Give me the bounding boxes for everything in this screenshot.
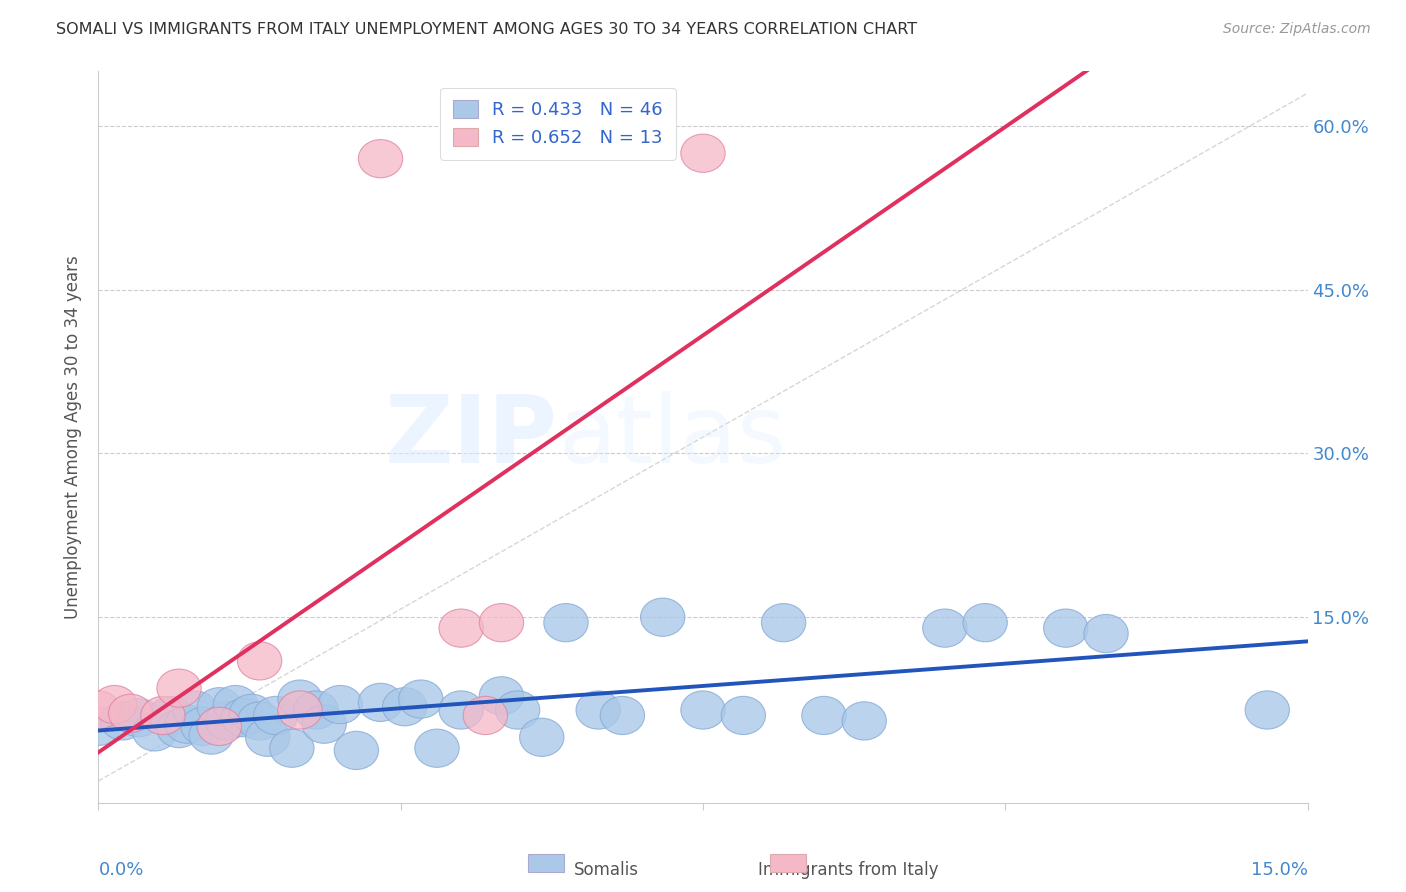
Text: SOMALI VS IMMIGRANTS FROM ITALY UNEMPLOYMENT AMONG AGES 30 TO 34 YEARS CORRELATI: SOMALI VS IMMIGRANTS FROM ITALY UNEMPLOY…: [56, 22, 917, 37]
Ellipse shape: [544, 604, 588, 641]
Ellipse shape: [382, 688, 427, 726]
Text: Somalis: Somalis: [574, 862, 638, 880]
Ellipse shape: [141, 697, 186, 735]
Ellipse shape: [463, 697, 508, 735]
FancyBboxPatch shape: [527, 854, 564, 872]
Ellipse shape: [1084, 615, 1128, 653]
Ellipse shape: [108, 694, 153, 732]
Ellipse shape: [600, 697, 644, 735]
Ellipse shape: [229, 694, 274, 732]
Ellipse shape: [100, 702, 145, 740]
Ellipse shape: [294, 691, 339, 729]
Ellipse shape: [681, 691, 725, 729]
Ellipse shape: [439, 609, 484, 648]
Ellipse shape: [165, 705, 209, 743]
Ellipse shape: [93, 685, 136, 723]
Ellipse shape: [197, 688, 242, 726]
FancyBboxPatch shape: [769, 854, 806, 872]
Ellipse shape: [359, 139, 402, 178]
Text: Source: ZipAtlas.com: Source: ZipAtlas.com: [1223, 22, 1371, 37]
Ellipse shape: [197, 707, 242, 746]
Ellipse shape: [221, 698, 266, 737]
Ellipse shape: [173, 691, 218, 729]
Ellipse shape: [922, 609, 967, 648]
Ellipse shape: [117, 698, 160, 737]
Ellipse shape: [76, 707, 121, 746]
Ellipse shape: [181, 707, 225, 746]
Text: 0.0%: 0.0%: [98, 862, 143, 880]
Text: Immigrants from Italy: Immigrants from Italy: [758, 862, 938, 880]
Ellipse shape: [520, 718, 564, 756]
Text: atlas: atlas: [558, 391, 786, 483]
Ellipse shape: [188, 716, 233, 755]
Ellipse shape: [149, 697, 193, 735]
Ellipse shape: [1043, 609, 1088, 648]
Ellipse shape: [495, 691, 540, 729]
Ellipse shape: [479, 677, 523, 714]
Ellipse shape: [842, 702, 886, 740]
Ellipse shape: [302, 705, 346, 743]
Ellipse shape: [415, 729, 460, 767]
Y-axis label: Unemployment Among Ages 30 to 34 years: Unemployment Among Ages 30 to 34 years: [63, 255, 82, 619]
Ellipse shape: [681, 134, 725, 172]
Ellipse shape: [335, 731, 378, 770]
Ellipse shape: [762, 604, 806, 641]
Ellipse shape: [238, 702, 281, 740]
Ellipse shape: [576, 691, 620, 729]
Ellipse shape: [318, 685, 363, 723]
Ellipse shape: [359, 683, 402, 722]
Ellipse shape: [801, 697, 846, 735]
Ellipse shape: [253, 697, 298, 735]
Ellipse shape: [1246, 691, 1289, 729]
Ellipse shape: [214, 685, 257, 723]
Ellipse shape: [76, 691, 121, 729]
Ellipse shape: [246, 718, 290, 756]
Legend: R = 0.433   N = 46, R = 0.652   N = 13: R = 0.433 N = 46, R = 0.652 N = 13: [440, 87, 676, 160]
Ellipse shape: [205, 702, 250, 740]
Ellipse shape: [278, 691, 322, 729]
Ellipse shape: [963, 604, 1007, 641]
Ellipse shape: [238, 641, 281, 680]
Ellipse shape: [399, 680, 443, 718]
Ellipse shape: [479, 604, 523, 641]
Ellipse shape: [439, 691, 484, 729]
Ellipse shape: [157, 709, 201, 747]
Ellipse shape: [721, 697, 765, 735]
Ellipse shape: [270, 729, 314, 767]
Ellipse shape: [641, 599, 685, 636]
Ellipse shape: [278, 680, 322, 718]
Text: ZIP: ZIP: [385, 391, 558, 483]
Ellipse shape: [157, 669, 201, 707]
Ellipse shape: [132, 713, 177, 751]
Text: 15.0%: 15.0%: [1250, 862, 1308, 880]
